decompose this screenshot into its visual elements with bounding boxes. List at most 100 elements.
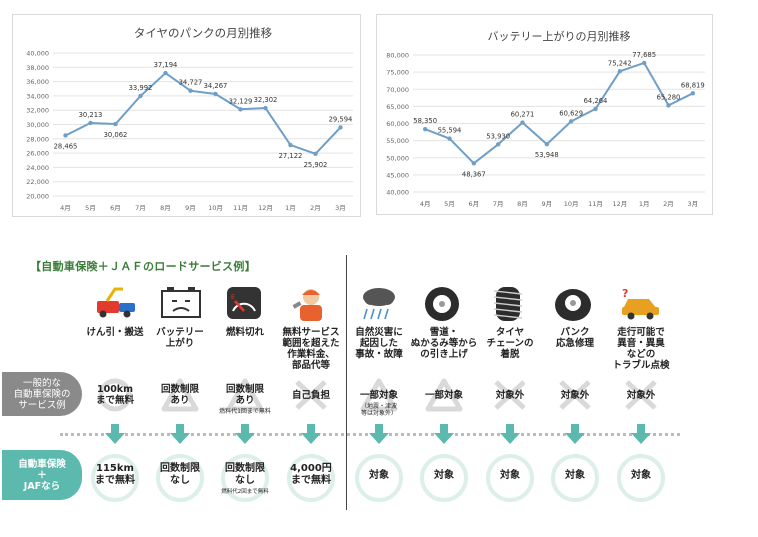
service-label: バッテリー 上がり xyxy=(156,327,204,349)
general-coverage-text: 自己負担 xyxy=(291,390,330,401)
flat-tire-icon xyxy=(555,289,591,321)
data-label: 29,594 xyxy=(329,115,353,123)
data-point xyxy=(495,142,501,147)
x-tick-label: 8月 xyxy=(160,204,171,212)
y-tick-label: 40,000 xyxy=(26,50,49,58)
section-title: 【自動車保険＋ＪＡＦのロードサービス例】 xyxy=(30,260,256,273)
general-cross-mark xyxy=(625,380,657,410)
data-point xyxy=(471,161,477,166)
general-coverage-text: 対象外 xyxy=(560,390,590,401)
data-point xyxy=(690,91,696,96)
dotted-separator xyxy=(60,433,680,436)
data-point xyxy=(666,103,671,108)
jaf-coverage-ring xyxy=(91,454,139,502)
x-tick-label: 5月 xyxy=(444,200,455,208)
x-tick-label: 12月 xyxy=(612,200,627,208)
down-arrow-icon xyxy=(170,424,190,444)
battery-chart: バッテリー上がりの月別推移 40,000 45,000 50,000 55,000 60,… xyxy=(376,14,713,215)
jaf-coverage-text: 対象 xyxy=(500,470,520,481)
row-header-general-insurance: 一般的な 自動車保険の サービス例 xyxy=(2,372,82,416)
battery-icon xyxy=(161,287,201,318)
x-tick-label: 10月 xyxy=(208,204,223,212)
down-arrow-icon xyxy=(369,424,389,444)
y-tick-label: 34,000 xyxy=(26,92,49,100)
down-arrow-icon xyxy=(235,424,255,444)
data-point xyxy=(238,107,243,112)
data-point xyxy=(213,91,218,97)
y-tick-label: 45,000 xyxy=(386,171,409,179)
jaf-coverage-ring xyxy=(551,454,599,502)
jaf-coverage-ring xyxy=(287,454,335,502)
service-label: 自然災害に 起因した 事故・故障 xyxy=(355,327,403,360)
data-label: 60,271 xyxy=(511,111,535,119)
data-label: 65,280 xyxy=(657,93,681,101)
data-point xyxy=(568,119,574,124)
data-label: 58,350 xyxy=(413,117,437,125)
y-tick-label: 70,000 xyxy=(386,86,409,94)
svg-text:?: ? xyxy=(622,287,628,300)
x-tick-label: 7月 xyxy=(493,200,504,208)
general-triangle-mark xyxy=(360,378,398,412)
down-arrow-icon xyxy=(631,424,651,444)
x-tick-label: 4月 xyxy=(420,200,431,208)
data-label: 48,367 xyxy=(462,170,486,178)
tire-puncture-chart-svg: タイヤのパンクの月別推移 20,000 22,000 24,000 26,000 28,0… xyxy=(26,26,353,212)
general-cross-mark xyxy=(494,380,526,410)
general-coverage-text: 回数制限 あり xyxy=(160,384,199,406)
jaf-coverage-text: 115km まで無料 xyxy=(95,463,135,486)
data-label: 68,819 xyxy=(681,81,705,89)
general-circle-mark xyxy=(98,378,132,412)
y-tick-label: 60,000 xyxy=(386,120,409,128)
y-tick-label: 24,000 xyxy=(26,164,49,172)
jaf-coverage-text: 対象 xyxy=(434,470,454,481)
service-label: タイヤ チェーンの 着脱 xyxy=(486,327,534,360)
general-triangle-mark xyxy=(425,378,463,412)
general-coverage-text: 一部対象 xyxy=(424,390,463,401)
y-tick-label: 65,000 xyxy=(386,103,409,111)
service-label: けん引・搬送 xyxy=(86,327,144,338)
general-triangle-mark xyxy=(226,378,264,412)
car-question-icon: ? xyxy=(622,287,659,320)
data-label: 30,213 xyxy=(79,111,103,119)
x-tick-label: 11月 xyxy=(233,204,248,212)
y-tick-label: 30,000 xyxy=(26,121,49,129)
jaf-coverage-ring xyxy=(355,454,403,502)
x-tick-label: 2月 xyxy=(663,200,674,208)
x-tick-label: 5月 xyxy=(85,204,96,212)
jaf-coverage-text: 対象 xyxy=(565,470,585,481)
mechanic-icon xyxy=(292,289,322,321)
down-arrow-icon xyxy=(500,424,520,444)
data-label: 34,727 xyxy=(179,79,203,87)
general-cross-mark xyxy=(559,380,591,410)
data-label: 77,685 xyxy=(632,51,656,59)
x-tick-label: 3月 xyxy=(688,200,699,208)
y-tick-label: 28,000 xyxy=(26,135,49,143)
data-label: 53,948 xyxy=(535,151,559,159)
jaf-coverage-ring xyxy=(420,454,468,502)
jaf-coverage-text: 4,000円 まで無料 xyxy=(290,463,332,486)
jaf-coverage-text: 対象 xyxy=(369,470,389,481)
down-arrow-icon xyxy=(301,424,321,444)
tire-icon xyxy=(425,287,459,321)
service-label: 雪道・ ぬかるみ等から の引き上げ xyxy=(410,327,478,360)
x-tick-label: 7月 xyxy=(135,204,146,212)
data-point xyxy=(544,142,550,147)
service-label: 無料サービス 範囲を超えた 作業料金、 部品代等 xyxy=(282,327,340,371)
data-point xyxy=(188,88,193,93)
down-arrow-icon xyxy=(105,424,125,444)
x-tick-label: 10月 xyxy=(564,200,579,208)
data-point xyxy=(617,69,623,74)
series-line xyxy=(424,61,694,165)
data-point xyxy=(288,142,293,148)
data-label: 25,902 xyxy=(304,161,328,169)
jaf-coverage-text: 回数制限 なし xyxy=(225,463,265,486)
data-point xyxy=(63,133,68,138)
y-tick-label: 38,000 xyxy=(26,64,49,72)
general-coverage-text: 対象外 xyxy=(495,390,525,401)
service-label: 走行可能で 異音・異臭 などの トラブル点検 xyxy=(612,327,670,371)
data-point xyxy=(313,151,318,157)
general-coverage-text: 100km まで無料 xyxy=(95,384,134,406)
data-point xyxy=(88,120,93,126)
data-label: 55,594 xyxy=(438,127,462,135)
jaf-coverage-text: 回数制限 なし xyxy=(160,463,200,486)
